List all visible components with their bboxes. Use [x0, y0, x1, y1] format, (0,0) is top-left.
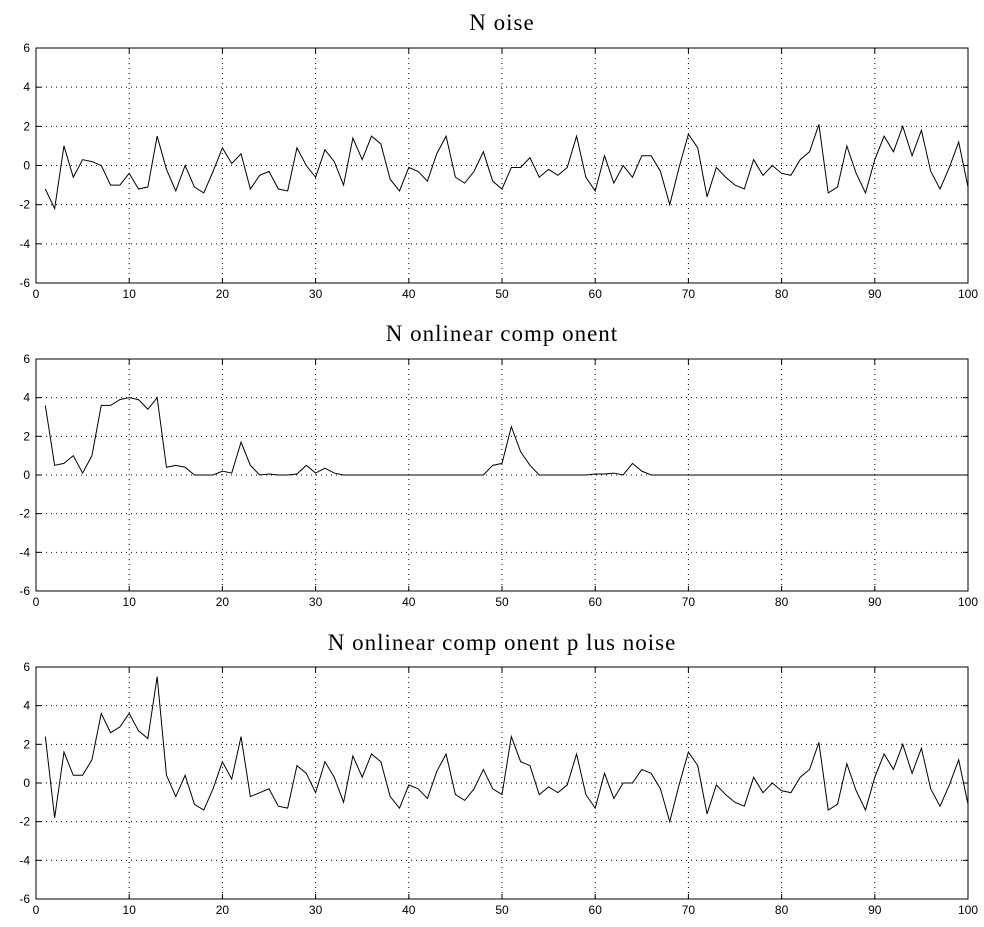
x-tick-label: 80 [775, 903, 789, 917]
chart-title: N oise [469, 10, 534, 35]
y-tick-label: -2 [19, 507, 30, 521]
y-tick-label: 2 [23, 429, 30, 443]
y-tick-label: 4 [23, 699, 30, 713]
y-tick-label: -4 [19, 237, 30, 251]
y-tick-label: 0 [23, 776, 30, 790]
y-tick-label: 4 [23, 80, 30, 94]
x-tick-label: 60 [589, 595, 603, 609]
x-tick-label: 10 [123, 903, 137, 917]
x-tick-label: 40 [402, 903, 416, 917]
x-tick-label: 100 [958, 287, 978, 301]
x-tick-label: 0 [33, 287, 40, 301]
chart-title: N onlinear comp onent p lus noise [328, 630, 677, 655]
y-tick-label: 6 [23, 352, 30, 366]
x-tick-label: 70 [682, 595, 696, 609]
y-tick-label: 2 [23, 119, 30, 133]
y-tick-label: -2 [19, 198, 30, 212]
series-line-1 [44, 676, 969, 824]
x-tick-label: 20 [216, 903, 230, 917]
y-tick-label: 6 [23, 41, 30, 55]
series-line-1 [44, 396, 968, 476]
x-tick-label: 90 [868, 903, 882, 917]
y-tick-label: -4 [19, 853, 30, 867]
x-tick-label: 10 [123, 287, 137, 301]
y-tick-label: -4 [19, 545, 30, 559]
y-tick-label: -6 [19, 276, 30, 290]
x-tick-label: 0 [33, 903, 40, 917]
chart-panel-1: N oise 0 10 20 30 40 50 60 70 80 90 100 -6 -4 -2 0 2 4 6 [19, 10, 978, 301]
y-tick-label: 6 [23, 660, 30, 674]
x-tick-label: 90 [868, 595, 882, 609]
x-tick-label: 50 [495, 903, 509, 917]
x-tick-label: 10 [123, 595, 137, 609]
x-tick-label: 20 [216, 287, 230, 301]
x-tick-label: 20 [216, 595, 230, 609]
x-tick-label: 100 [958, 595, 978, 609]
chart-title: N onlinear comp onent [386, 321, 618, 346]
y-tick-label: -6 [19, 892, 30, 906]
x-tick-label: 80 [775, 595, 789, 609]
x-tick-label: 40 [402, 287, 416, 301]
y-tick-label: 2 [23, 737, 30, 751]
x-tick-label: 30 [309, 287, 323, 301]
x-tick-label: 70 [682, 287, 696, 301]
x-tick-label: 30 [309, 595, 323, 609]
y-tick-label: 0 [23, 159, 30, 173]
y-tick-label: -6 [19, 584, 30, 598]
series-line-1 [44, 124, 969, 211]
x-tick-label: 90 [868, 287, 882, 301]
x-tick-label: 60 [589, 287, 603, 301]
x-tick-label: 100 [958, 903, 978, 917]
x-tick-label: 60 [589, 903, 603, 917]
x-tick-label: 50 [495, 595, 509, 609]
y-tick-label: 4 [23, 391, 30, 405]
x-tick-label: 80 [775, 287, 789, 301]
y-tick-label: 0 [23, 468, 30, 482]
x-tick-label: 50 [495, 287, 509, 301]
x-tick-label: 0 [33, 595, 40, 609]
x-tick-label: 40 [402, 595, 416, 609]
y-tick-label: -2 [19, 815, 30, 829]
x-tick-label: 70 [682, 903, 696, 917]
x-tick-label: 30 [309, 903, 323, 917]
